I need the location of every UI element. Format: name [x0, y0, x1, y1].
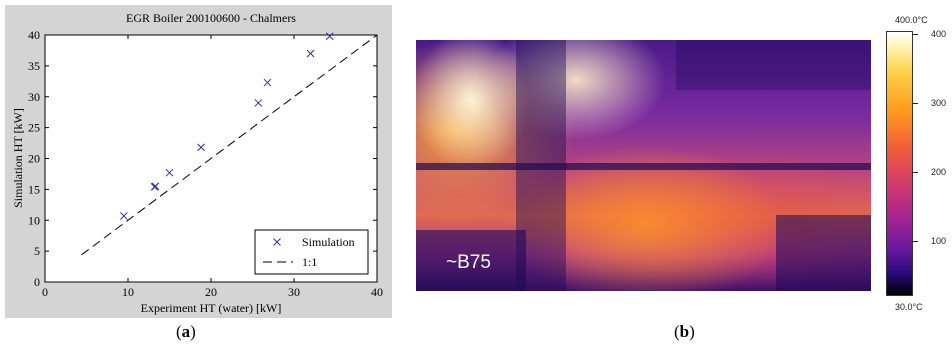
colorbar-tick-label-300: 300 — [931, 98, 947, 108]
y-axis-label: Simulation HT [kW] — [11, 108, 25, 208]
colorbar — [886, 31, 913, 296]
data-point-simulation — [119, 212, 128, 220]
y-tick-label: 25 — [28, 121, 40, 135]
data-point-simulation — [254, 99, 263, 107]
thermal-dark-region-right — [776, 215, 871, 291]
legend: Simulation 1:1 — [254, 229, 369, 275]
chart-title: EGR Boiler 200100600 - Chalmers — [126, 11, 296, 25]
caption-b-letter: b — [679, 322, 690, 341]
colorbar-tick-200 — [913, 172, 918, 173]
legend-marker-simulation — [273, 238, 281, 246]
legend-box — [254, 229, 369, 275]
data-point-simulation — [151, 182, 160, 191]
x-tick-label: 30 — [288, 285, 300, 299]
y-tick-label: 10 — [28, 213, 40, 227]
chart-a: EGR Boiler 200100600 - Chalmers Experime… — [5, 5, 392, 318]
data-point-simulation — [306, 49, 315, 58]
colorbar-tick-label-200: 200 — [931, 167, 947, 177]
y-ticks: 0 5 10 15 20 25 30 35 40 — [28, 28, 377, 289]
x-axis-label: Experiment HT (water) [kW] — [141, 301, 282, 315]
y-tick-label: 40 — [28, 28, 40, 42]
colorbar-tick-400 — [913, 34, 918, 35]
y-tick-label: 20 — [28, 152, 40, 166]
thermal-horizontal-pipe — [416, 163, 871, 170]
series-line-1-1 — [81, 34, 378, 256]
thermal-dark-top — [676, 40, 871, 90]
data-point-simulation — [263, 78, 272, 87]
colorbar-tick-label-100: 100 — [931, 236, 947, 246]
y-tick-label: 30 — [28, 90, 40, 104]
thermal-image: ~B75 — [416, 40, 871, 291]
caption-b: (b) — [674, 322, 695, 341]
legend-label-simulation: Simulation — [302, 235, 355, 249]
colorbar-min-label: 30.0°C — [895, 302, 923, 312]
x-tick-label: 20 — [205, 285, 217, 299]
x-tick-label: 10 — [122, 285, 134, 299]
colorbar-tick-100 — [913, 241, 918, 242]
data-point-simulation — [165, 168, 174, 177]
colorbar-max-label: 400.0°C — [895, 15, 928, 25]
y-tick-label: 35 — [28, 59, 40, 73]
colorbar-tick-label-400: 400 — [931, 29, 947, 39]
x-tick-label: 0 — [42, 285, 48, 299]
x-tick-label: 40 — [371, 285, 383, 299]
legend-label-1-1: 1:1 — [302, 255, 317, 269]
series-layer — [81, 32, 378, 256]
caption-a-letter: a — [181, 322, 191, 341]
thermal-overlay-text: ~B75 — [446, 252, 491, 273]
x-ticks: 0 10 20 30 40 — [42, 35, 383, 299]
thermal-dark-region-left — [416, 230, 526, 291]
y-tick-label: 15 — [28, 182, 40, 196]
caption-a: (a) — [176, 322, 196, 341]
data-point-simulation — [197, 143, 205, 152]
colorbar-tick-300 — [913, 103, 918, 104]
y-tick-label: 5 — [34, 244, 40, 258]
data-point-simulation — [325, 32, 334, 41]
y-tick-label: 0 — [34, 275, 40, 289]
